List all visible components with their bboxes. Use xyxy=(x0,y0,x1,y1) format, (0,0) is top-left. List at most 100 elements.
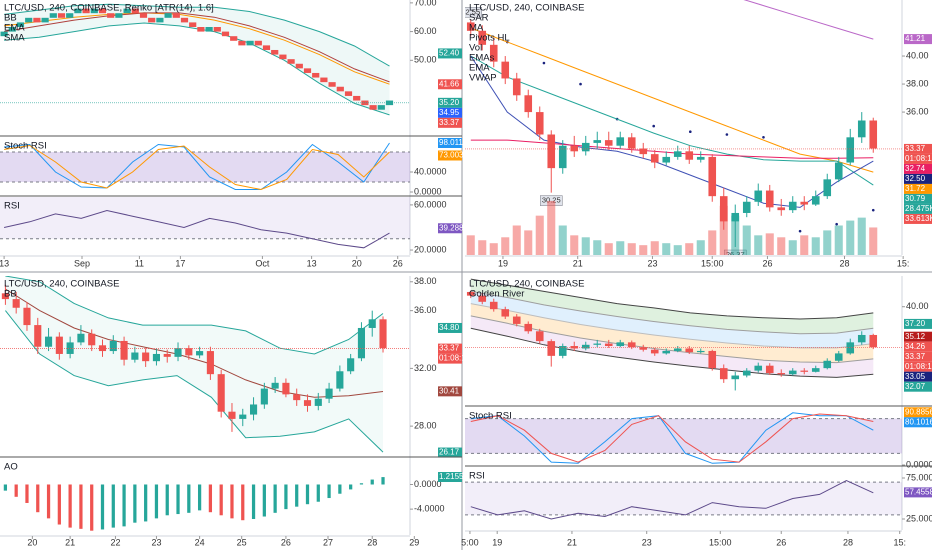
price-tag xyxy=(438,386,462,397)
renko-brick xyxy=(164,13,172,18)
y-tick-label: 36.00 xyxy=(414,305,437,315)
sar-dot xyxy=(725,133,729,136)
indicator-line xyxy=(4,12,390,83)
candle-body xyxy=(66,342,74,354)
x-tick-label: 24 xyxy=(195,537,205,547)
y-tick-label: 0.0000 xyxy=(414,186,442,196)
legend-entry: Vol xyxy=(469,43,482,54)
candle-body xyxy=(650,154,659,163)
price-tag-label: 33.37 xyxy=(905,352,926,361)
price-tag xyxy=(438,447,462,458)
histogram-bar xyxy=(316,484,320,502)
band-fill xyxy=(4,4,390,115)
histogram-bar xyxy=(133,484,137,523)
x-tick-label: 25 xyxy=(237,537,247,547)
pane xyxy=(0,142,410,191)
price-tag xyxy=(904,318,932,329)
pane xyxy=(466,278,878,391)
price-tag xyxy=(904,487,932,498)
legend-entry: Golden River xyxy=(469,289,524,300)
y-tick-label: 38.00 xyxy=(906,78,929,88)
x-tick-label: 22 xyxy=(110,537,120,547)
sar-dot xyxy=(652,124,656,128)
x-tick-label: 26 xyxy=(393,258,403,268)
renko-brick xyxy=(123,8,131,14)
price-tag xyxy=(438,353,462,364)
candle-body xyxy=(489,301,498,310)
candle-body xyxy=(535,331,544,342)
renko-brick xyxy=(197,27,205,32)
price-tag xyxy=(904,381,932,392)
band-line xyxy=(470,290,874,335)
candle-body xyxy=(1,293,9,300)
renko-brick xyxy=(295,63,303,69)
legend-entry: VWAP xyxy=(469,73,497,84)
volume-bar xyxy=(524,230,533,255)
volume-bar xyxy=(639,245,648,255)
indicator-line xyxy=(470,55,874,208)
band-line xyxy=(470,303,874,349)
x-tick-label: 5:00 xyxy=(461,537,479,547)
pane xyxy=(1,276,387,453)
x-tick-label: 15: xyxy=(893,537,906,547)
band-fill xyxy=(5,276,384,398)
candle-body xyxy=(120,340,128,360)
price-tag xyxy=(438,150,462,161)
price-tag-label: 41.21 xyxy=(905,34,926,43)
price-tag xyxy=(904,143,932,154)
candle-body xyxy=(570,145,579,152)
price-tag xyxy=(904,371,932,382)
volume-bar xyxy=(846,220,855,255)
renko-brick xyxy=(221,31,230,37)
y-tick-label: 75.0000 xyxy=(906,472,932,482)
candle-body xyxy=(185,348,193,356)
price-tag xyxy=(438,472,462,483)
price-tag xyxy=(904,203,932,214)
histogram-bar xyxy=(100,484,105,530)
volume-bar xyxy=(834,225,843,255)
candle-body xyxy=(754,190,763,202)
histogram-bar xyxy=(284,484,288,510)
volume-bar xyxy=(535,215,544,255)
candle-body xyxy=(604,140,613,146)
legend-entry: SAR xyxy=(469,13,489,24)
histogram-bar xyxy=(305,484,310,505)
y-tick-label: 40.00 xyxy=(906,50,929,60)
candle-body xyxy=(152,353,161,362)
renko-brick xyxy=(287,59,295,64)
x-tick-label: 13 xyxy=(307,258,317,268)
price-tag-label: 01:08:17 xyxy=(905,154,932,163)
price-tag-label: 33.37 xyxy=(439,118,460,127)
candle-body xyxy=(217,374,225,412)
price-tag-label: 90.8856 xyxy=(905,407,932,416)
histogram-bar xyxy=(338,484,342,494)
price-tag-label: 33.37 xyxy=(439,344,460,353)
renko-brick xyxy=(33,17,41,23)
pane xyxy=(3,477,385,531)
candle-body xyxy=(777,373,786,375)
candle-body xyxy=(811,368,820,372)
pane xyxy=(0,197,410,249)
renko-brick xyxy=(385,100,394,106)
candle-body xyxy=(325,388,333,399)
pane-title: AO xyxy=(4,462,18,473)
candle-body xyxy=(12,299,20,308)
renko-brick xyxy=(353,95,361,101)
candle-body xyxy=(846,137,855,163)
band-fill xyxy=(470,279,874,334)
price-tag-label: 80.1016 xyxy=(905,417,932,426)
volume-bar xyxy=(489,243,498,255)
price-tag-label: 35.12 xyxy=(905,332,926,341)
candle-body xyxy=(239,414,247,419)
volume-bar xyxy=(788,240,797,255)
candle-body xyxy=(719,368,728,380)
candle-body xyxy=(593,343,602,345)
sar-dot xyxy=(798,229,802,233)
price-tag xyxy=(904,331,932,342)
renko-brick xyxy=(279,54,287,60)
price-tag-label: 32.07 xyxy=(905,382,926,391)
histogram-bar xyxy=(262,484,266,517)
price-tag-label: 33.05 xyxy=(905,372,926,381)
price-tag xyxy=(904,183,932,194)
x-tick-label: 26 xyxy=(762,258,772,268)
